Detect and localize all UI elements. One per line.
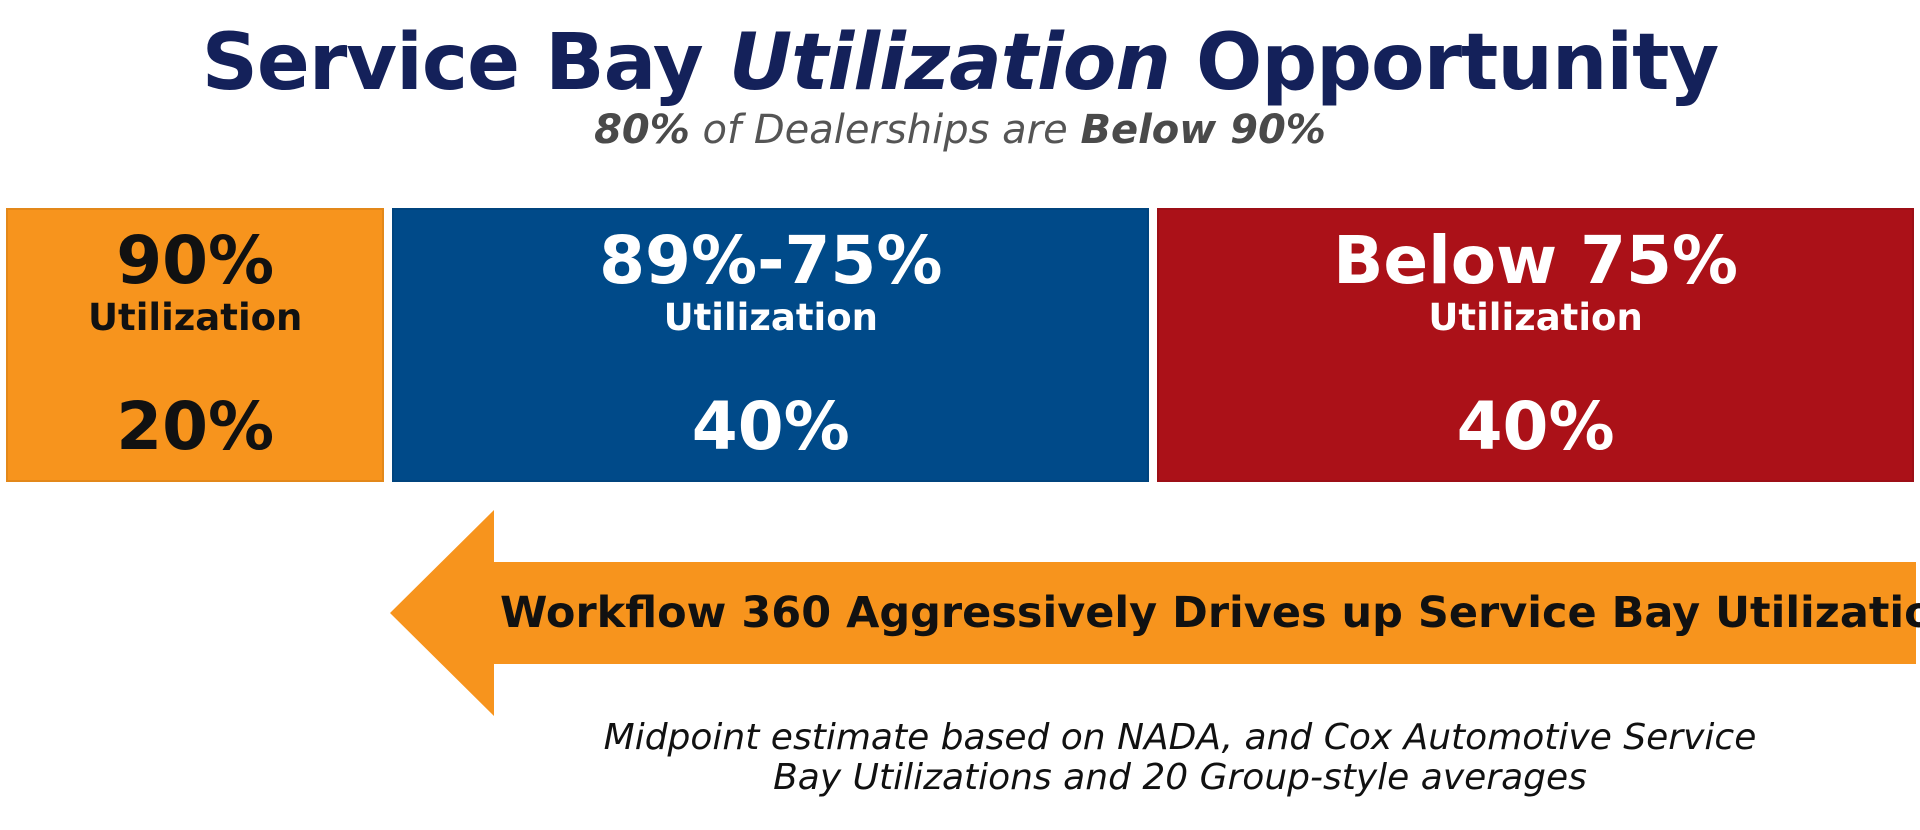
chart-title: Service Bay Utilization Opportunity	[0, 18, 1920, 108]
segment-value-label: 40%	[691, 388, 850, 465]
segment-utilization-label: Utilization	[663, 296, 878, 339]
segment-2: 89%-75% Utilization 40%	[392, 208, 1150, 482]
title-part-2: Utilization	[728, 18, 1171, 108]
arrow-shape	[390, 510, 1916, 716]
segment-range-label: 89%-75%	[599, 222, 943, 299]
footnote-line-2: Bay Utilizations and 20 Group-style aver…	[773, 757, 1587, 798]
segment-1: 90% Utilization 20%	[6, 208, 385, 482]
utilization-segments: 90% Utilization 20% 89%-75% Utilization 40% Be…	[0, 208, 1920, 482]
chart-subtitle: 80% of Dealerships are Below 90%	[0, 104, 1920, 156]
segment-value-label: 20%	[116, 388, 275, 465]
subtitle-part-2: of Dealerships are	[689, 107, 1081, 153]
segment-utilization-label: Utilization	[1428, 296, 1643, 339]
footnote: Midpoint estimate based on NADA, and Cox…	[520, 718, 1840, 798]
title-part-1: Service Bay	[201, 18, 729, 108]
segment-range-label: Below 75%	[1333, 222, 1739, 299]
title-part-3: Opportunity	[1169, 18, 1719, 108]
segment-value-label: 40%	[1456, 388, 1615, 465]
footnote-line-1: Midpoint estimate based on NADA, and Cox…	[603, 717, 1757, 758]
left-arrow-icon	[390, 510, 1916, 716]
arrow-label: Workflow 360 Aggressively Drives up Serv…	[500, 588, 1920, 638]
segment-utilization-label: Utilization	[87, 296, 303, 339]
subtitle-part-3: Below 90%	[1080, 107, 1326, 153]
workflow-arrow: Workflow 360 Aggressively Drives up Serv…	[390, 510, 1920, 716]
segment-3: Below 75% Utilization 40%	[1157, 208, 1914, 482]
subtitle-part-1: 80%	[594, 107, 690, 153]
segment-range-label: 90%	[116, 222, 275, 299]
